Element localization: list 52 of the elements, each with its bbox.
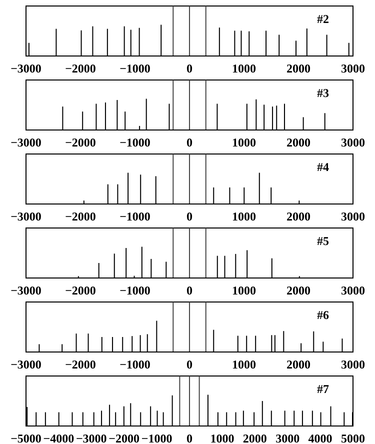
- x-tick-label: 1000: [232, 284, 256, 298]
- x-tick-label: −3000: [10, 62, 42, 76]
- x-tick-label: 0: [186, 432, 192, 444]
- x-tick-label: −3000: [10, 284, 42, 298]
- x-tick-label: 1000: [232, 136, 256, 150]
- x-tick-label: 0: [186, 210, 192, 224]
- x-tick-label: 2000: [286, 284, 310, 298]
- x-tick-label: −4000: [43, 432, 74, 444]
- x-tick-label: 5000: [341, 432, 365, 444]
- x-tick-label: −2000: [65, 358, 96, 372]
- x-tick-label: 2000: [286, 136, 310, 150]
- x-tick-label: −2000: [65, 210, 96, 224]
- x-tick-label: 0: [186, 136, 192, 150]
- x-tick-label: 3000: [341, 358, 365, 372]
- x-tick-label: 2000: [286, 358, 310, 372]
- x-tick-label: −1000: [120, 62, 150, 76]
- x-tick-label: −3000: [10, 136, 42, 150]
- x-tick-label: 3000: [341, 210, 365, 224]
- x-tick-label: −3000: [10, 210, 42, 224]
- x-tick-label: −3000: [10, 358, 42, 372]
- x-tick-label: 0: [186, 358, 192, 372]
- annotation: #5: [317, 234, 329, 249]
- x-tick-label: −1000: [141, 432, 172, 444]
- x-tick-label: 3000: [341, 136, 365, 150]
- x-tick-label: −2000: [108, 432, 140, 444]
- x-tick-label: −2000: [65, 62, 96, 76]
- x-tick-label: 1000: [232, 210, 256, 224]
- x-tick-label: 1000: [210, 432, 234, 444]
- x-tick-label: 3000: [341, 62, 365, 76]
- x-tick-label: 1000: [232, 62, 256, 76]
- x-tick-label: −5000: [10, 432, 42, 444]
- x-tick-label: 0: [186, 284, 192, 298]
- x-tick-label: 2000: [286, 62, 310, 76]
- x-tick-label: 2000: [286, 210, 310, 224]
- annotation: #2: [317, 12, 329, 27]
- x-tick-label: −1000: [120, 284, 150, 298]
- x-tick-label: 0: [186, 62, 192, 76]
- x-tick-label: −1000: [120, 358, 150, 372]
- x-tick-label: 3000: [341, 284, 365, 298]
- x-tick-label: −2000: [65, 284, 96, 298]
- annotation: #3: [317, 86, 329, 101]
- annotation: #4: [317, 160, 329, 175]
- x-tick-label: −1000: [120, 210, 150, 224]
- annotation: #6: [317, 308, 329, 323]
- x-tick-label: 4000: [308, 432, 332, 444]
- x-tick-label: 2000: [242, 432, 267, 444]
- x-tick-label: −3000: [76, 432, 107, 444]
- annotation: #7: [317, 382, 329, 397]
- x-tick-label: 1000: [232, 358, 256, 372]
- x-tick-label: −1000: [120, 136, 150, 150]
- x-tick-label: −2000: [65, 136, 96, 150]
- x-tick-label: 3000: [276, 432, 300, 444]
